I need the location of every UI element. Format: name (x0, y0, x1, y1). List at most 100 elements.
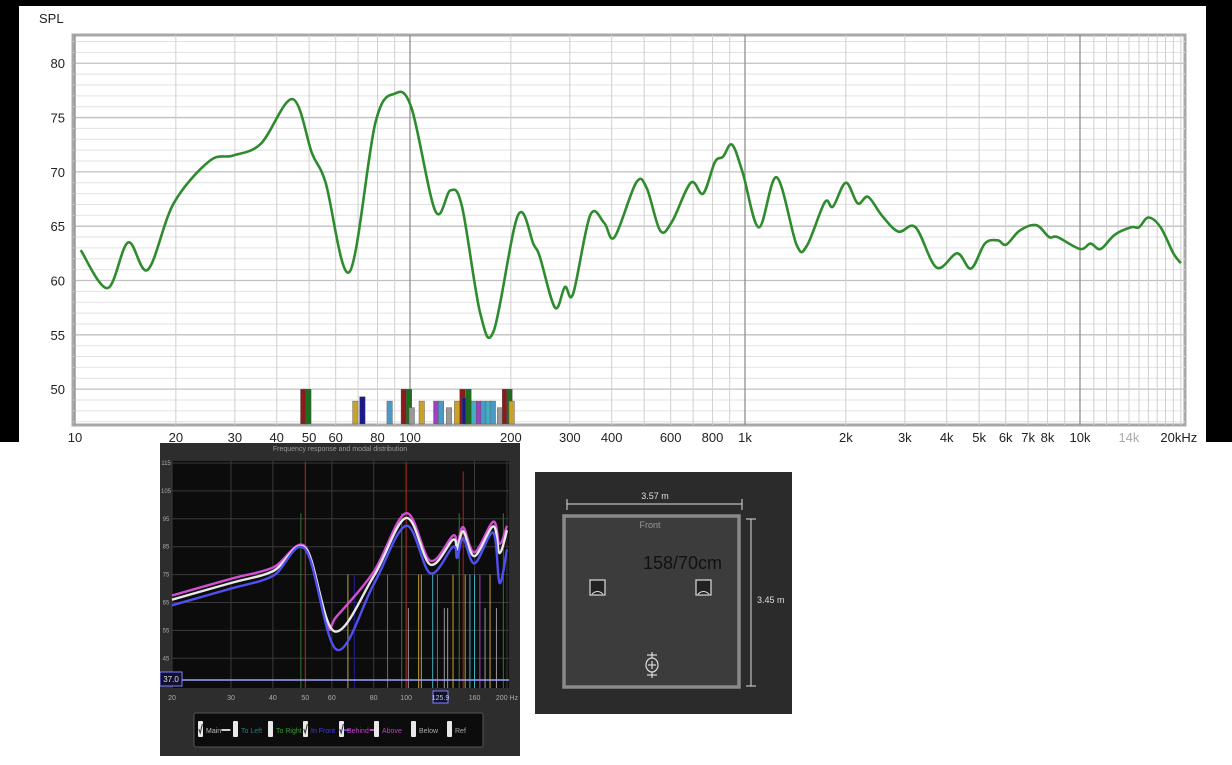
x-tick-label: 100 (399, 430, 421, 442)
modal-lines (300, 463, 504, 688)
spl-curve (79, 90, 1182, 339)
x-tick-label: 40 (269, 695, 277, 702)
listener-position-icon[interactable] (645, 652, 659, 678)
y-tick-label: 65 (163, 601, 170, 607)
y-tick-label: 80 (51, 56, 65, 71)
y-tick-label: 65 (51, 219, 65, 234)
y-tick-label: 50 (51, 382, 65, 397)
series-main-curve (171, 516, 509, 633)
x-tick-label: 80 (370, 695, 378, 702)
legend-checkbox-to-left[interactable] (233, 721, 238, 737)
x-tick-label: 3k (898, 430, 912, 442)
plot-area (71, 33, 1187, 427)
mode-bar (471, 400, 478, 425)
x-tick-label: 7k (1021, 430, 1035, 442)
x-tick-label: 50 (301, 695, 309, 702)
right-speaker-icon[interactable] (695, 579, 712, 596)
x-tick-label: 30 (227, 695, 235, 702)
legend-checkbox-behind[interactable] (339, 721, 344, 737)
x-tick-label: 10 (68, 430, 82, 442)
mode-bar (418, 400, 425, 425)
legend-checkbox-above[interactable] (374, 721, 379, 737)
x-tick-label: 20 (168, 695, 176, 702)
x-tick-label: 600 (660, 430, 682, 442)
legend-label: Below (419, 728, 439, 735)
x-tick-label: 8k (1041, 430, 1055, 442)
freq-cursor-value: 125.9 (432, 695, 450, 702)
mode-bar (352, 400, 359, 425)
legend-label: Ref (455, 728, 466, 735)
depth-dimension (746, 518, 756, 687)
mode-bar (359, 396, 366, 425)
x-tick-label: 14k (1118, 430, 1139, 442)
mode-bar (508, 400, 515, 425)
y-tick-label: 95 (163, 517, 170, 523)
mode-bar (300, 388, 307, 425)
spl-chart: SPL 80 75 70 65 60 55 50 10 20 30 40 50 60 80 100 200 3… (39, 11, 1197, 442)
x-tick-label: 2k (839, 430, 853, 442)
legend-label: To Right (276, 728, 302, 735)
modal-chart: Frequency response and modal distributio… (159, 446, 519, 748)
x-tick-label: 40 (269, 430, 283, 442)
legend-label: To Left (241, 728, 262, 735)
mode-bar (465, 388, 472, 425)
mode-bar (480, 400, 487, 425)
left-speaker-icon[interactable] (589, 579, 606, 596)
series-in-front-curve (171, 524, 509, 651)
legend-checkbox-below[interactable] (411, 721, 416, 737)
room-plan: 3.57 m Front 3.45 m 158/70cm (562, 491, 785, 689)
x-tick-label: 20kHz (1160, 430, 1197, 442)
legend-checkbox-in-front[interactable] (303, 721, 308, 737)
legend-label: Above (382, 728, 402, 735)
mode-bars (300, 388, 515, 425)
legend-checkbox-main[interactable] (198, 721, 203, 737)
x-tick-label: 300 (559, 430, 581, 442)
level-cursor-box[interactable] (159, 671, 183, 687)
x-tick-label: 60 (328, 430, 342, 442)
y-tick-label: 75 (163, 573, 170, 579)
x-tick-label: 50 (302, 430, 316, 442)
front-label: Front (639, 520, 661, 530)
legend-checkbox-ref[interactable] (447, 721, 452, 737)
x-tick-label: 800 (702, 430, 724, 442)
y-tick-label: 55 (163, 628, 170, 634)
depth-label: 3.45 m (757, 595, 785, 605)
chart-title: Frequency response and modal distributio… (273, 446, 407, 453)
mode-bar (454, 400, 461, 425)
legend-label: Behind (347, 728, 369, 735)
position-annotation: 158/70cm (643, 553, 722, 573)
y-tick-label: 45 (163, 656, 170, 662)
spl-grid (71, 33, 1187, 427)
mode-bar (305, 388, 312, 425)
mode-bar (497, 407, 503, 425)
legend (193, 712, 484, 748)
x-tick-label: 200 Hz (496, 695, 519, 702)
freq-cursor-box[interactable] (432, 690, 449, 704)
x-tick-label: 1k (738, 430, 752, 442)
y-tick-label: 105 (161, 489, 172, 495)
x-tick-label: 100 (400, 695, 412, 702)
width-dimension (566, 499, 743, 510)
legend-label: In Front (311, 728, 335, 735)
legend-checkbox-to-right[interactable] (268, 721, 273, 737)
x-tick-label: 10k (1070, 430, 1091, 442)
mode-bar (408, 407, 415, 425)
x-tick-label: 5k (972, 430, 986, 442)
x-tick-label: 4k (940, 430, 954, 442)
mode-bar (400, 388, 407, 425)
y-tick-label: 115 (161, 461, 171, 467)
x-tick-label: 20 (169, 430, 183, 442)
room-diagram: 3.57 m Front 3.45 m 158/70cm (535, 472, 792, 714)
x-tick-label: 30 (228, 430, 242, 442)
y-tick-label: 70 (51, 165, 65, 180)
y-axis-label: SPL (39, 11, 64, 26)
spl-chart-panel: SPL 80 75 70 65 60 55 50 10 20 30 40 50 60 80 100 200 3… (19, 6, 1206, 442)
x-tick-label: 160 (469, 695, 481, 702)
modal-chart-panel: Frequency response and modal distributio… (159, 443, 520, 756)
x-tick-label: 80 (370, 430, 384, 442)
mode-bar (489, 400, 496, 425)
y-tick-label: 75 (51, 111, 65, 126)
check-icon (198, 723, 203, 735)
x-tick-label: 400 (601, 430, 623, 442)
mode-bar (438, 400, 444, 425)
